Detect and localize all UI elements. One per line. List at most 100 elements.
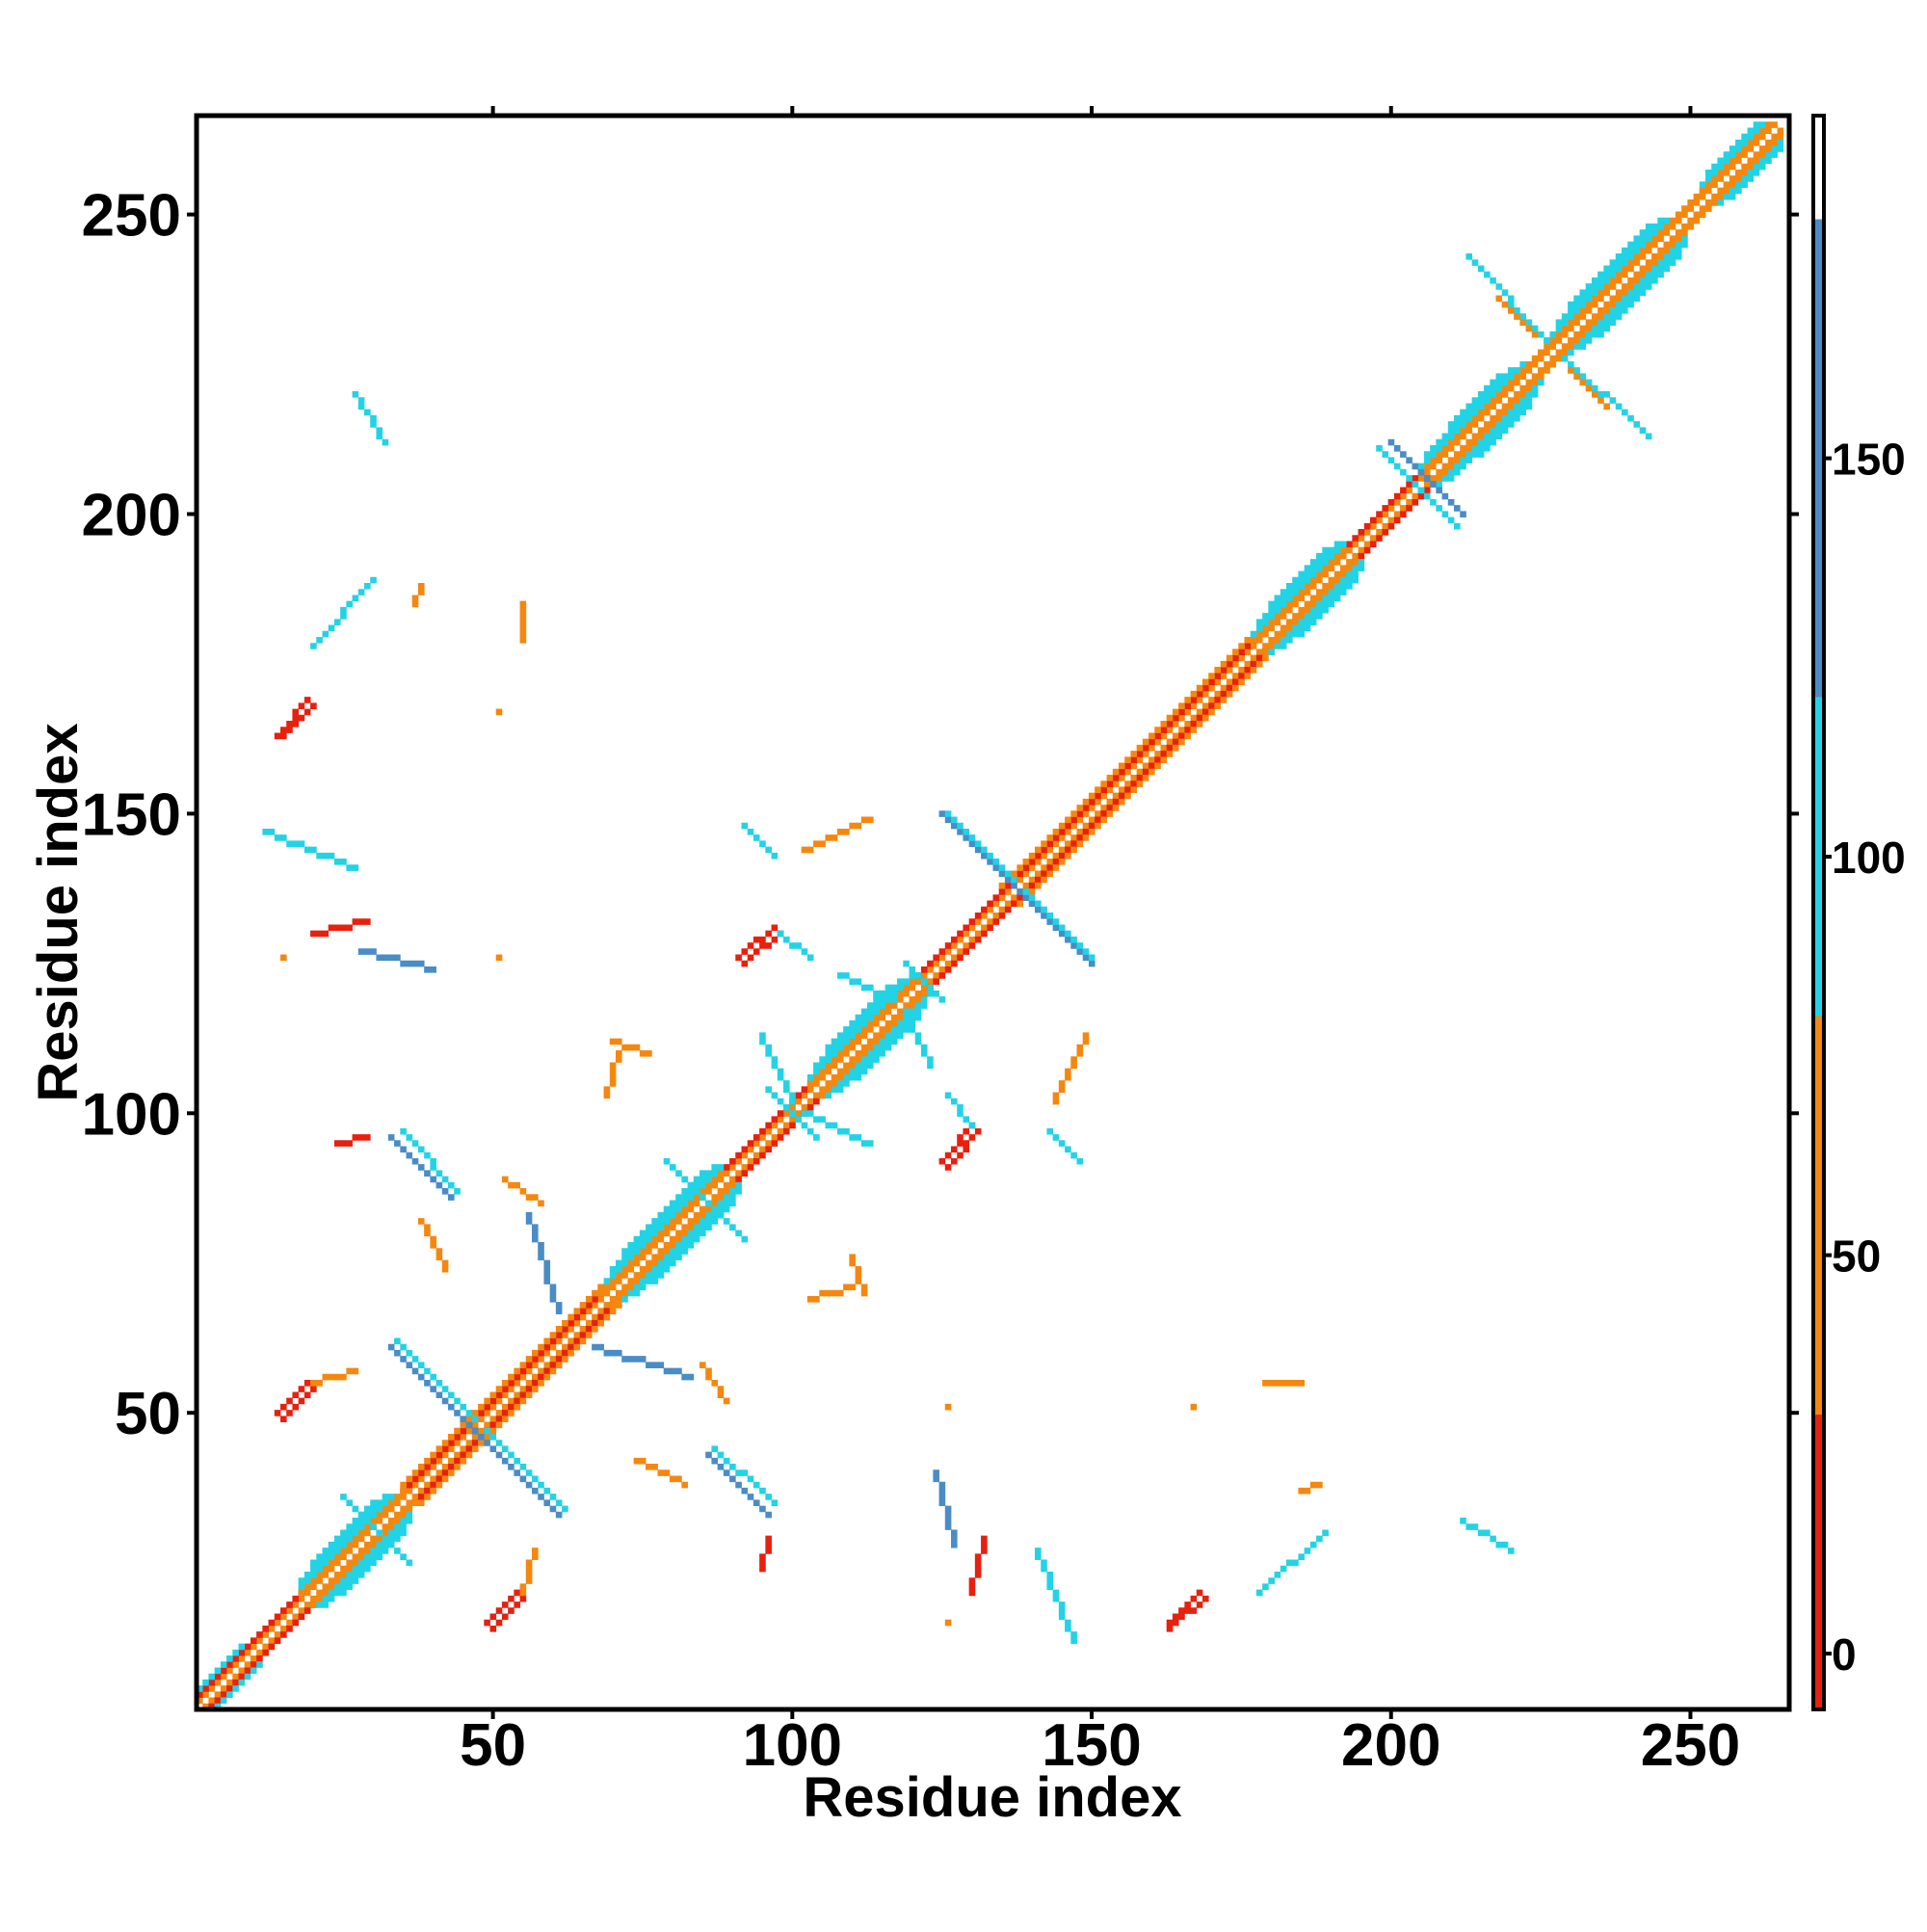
contact-cells-mirror xyxy=(789,1110,820,1141)
contact-cells-mirror xyxy=(944,1403,952,1411)
colorbar-tick-label: 50 xyxy=(1832,1231,1881,1282)
contact-cells-mirror xyxy=(801,1110,874,1147)
contact-cells-mirror xyxy=(1729,146,1784,200)
contact-cells-mirror xyxy=(484,1427,568,1513)
contact-cells-mirror xyxy=(208,1601,317,1710)
contact-cells xyxy=(1447,373,1503,428)
x-tick-label: 150 xyxy=(1042,1712,1141,1779)
contact-cells-mirror xyxy=(711,1445,779,1506)
contact-cells xyxy=(357,948,436,973)
contact-cells xyxy=(495,708,503,716)
contact-cells-mirror xyxy=(806,1284,856,1303)
contact-cells xyxy=(909,798,1095,986)
contact-cells-mirror xyxy=(944,1619,952,1627)
contact-cells xyxy=(801,816,874,854)
contact-cells-mirror xyxy=(1035,1548,1077,1644)
y-axis-label: Residue index xyxy=(27,723,90,1101)
contact-cells xyxy=(597,1164,725,1291)
contact-cells-mirror xyxy=(471,1427,563,1519)
contact-cells-mirror xyxy=(417,1302,622,1506)
contact-cells-mirror xyxy=(920,810,1107,997)
contact-cells-mirror xyxy=(836,1002,928,1093)
contact-cells xyxy=(759,1032,796,1105)
contact-cells xyxy=(1699,121,1766,189)
contact-cells xyxy=(352,391,389,446)
contact-cells xyxy=(411,583,425,608)
contact-cells-mirror xyxy=(1298,1481,1323,1495)
contact-cells-mirror xyxy=(1717,139,1784,206)
contact-cells-mirror xyxy=(1166,1595,1209,1632)
contact-cells-mirror xyxy=(1298,576,1359,638)
contact-cells xyxy=(400,1284,604,1489)
contact-cells-mirror xyxy=(1423,475,1466,518)
contact-cells-mirror xyxy=(1016,888,1095,967)
contact-cells xyxy=(938,810,1017,889)
contact-cells-mirror xyxy=(729,1092,826,1189)
contact-cells xyxy=(274,1380,311,1416)
contact-cells-mirror xyxy=(1166,1589,1203,1627)
contact-cells-mirror xyxy=(700,1362,730,1405)
contact-cells xyxy=(741,822,779,860)
contact-cells-mirror xyxy=(519,1548,539,1597)
colorbar-tick-label: 150 xyxy=(1832,435,1906,485)
colorbar-segment xyxy=(1813,219,1824,698)
contact-cells xyxy=(262,828,359,871)
contact-cells xyxy=(1387,438,1431,482)
contact-cells-mirror xyxy=(1046,1127,1084,1165)
contact-cells-mirror xyxy=(849,1254,868,1297)
colorbar-segment xyxy=(1813,1415,1824,1709)
contact-cells xyxy=(777,930,814,962)
y-tick-label: 150 xyxy=(82,781,181,848)
contact-cells-mirror xyxy=(592,1343,695,1381)
contact-cells xyxy=(597,1170,725,1297)
contact-cells-mirror xyxy=(1568,367,1610,410)
contact-cells-mirror xyxy=(376,1529,413,1567)
contact-cells xyxy=(663,1157,706,1201)
contact-cells xyxy=(1268,546,1329,608)
contact-cells-mirror xyxy=(1447,391,1539,482)
contact-cells-mirror xyxy=(1016,654,1269,908)
contact-cells xyxy=(400,1127,461,1195)
contact-cells xyxy=(741,930,784,967)
contact-cells-mirror xyxy=(1352,481,1437,566)
contact-cells-mirror xyxy=(1255,1529,1329,1597)
contact-cells xyxy=(1495,295,1539,338)
y-tick-label: 50 xyxy=(115,1381,181,1447)
contact-cells xyxy=(197,1643,246,1692)
contact-cells-mirror xyxy=(1477,403,1533,458)
contact-cells-mirror xyxy=(944,1127,982,1171)
contact-cells xyxy=(387,1134,455,1201)
y-tick-label: 100 xyxy=(82,1081,181,1148)
contact-cells-mirror xyxy=(609,1181,736,1309)
y-tick-label: 250 xyxy=(82,183,181,250)
colorbar-tick-label: 0 xyxy=(1832,1629,1857,1680)
contact-cells-mirror xyxy=(938,1122,976,1165)
contact-cells-mirror xyxy=(855,1014,922,1081)
contact-cells xyxy=(340,1494,377,1530)
contact-cells-mirror xyxy=(968,1535,988,1597)
contact-cells xyxy=(603,1050,622,1099)
contact-cells xyxy=(765,1086,796,1117)
contact-cells xyxy=(1568,223,1652,308)
colorbar-segment xyxy=(1813,116,1824,220)
contact-cells xyxy=(944,810,1017,884)
contact-cells xyxy=(394,1337,479,1422)
contact-cells-mirror xyxy=(616,1181,742,1309)
contact-cells xyxy=(836,972,898,1003)
contact-cells xyxy=(310,918,371,938)
contact-cells-mirror xyxy=(489,1595,527,1632)
contact-cells xyxy=(609,1038,652,1057)
contact-cells xyxy=(298,1494,389,1584)
contact-cells xyxy=(1544,217,1671,344)
contact-cells-mirror xyxy=(705,1200,749,1243)
contact-cells xyxy=(717,1080,814,1177)
contact-cells xyxy=(280,954,287,962)
contact-cells xyxy=(1423,367,1515,458)
contact-cells-mirror xyxy=(1597,253,1682,338)
contact-cells-mirror xyxy=(633,1457,688,1489)
contact-cells xyxy=(274,697,311,740)
contact-cells-mirror xyxy=(1262,1380,1306,1387)
x-tick-label: 250 xyxy=(1641,1712,1740,1779)
contact-cells-mirror xyxy=(903,1008,934,1070)
